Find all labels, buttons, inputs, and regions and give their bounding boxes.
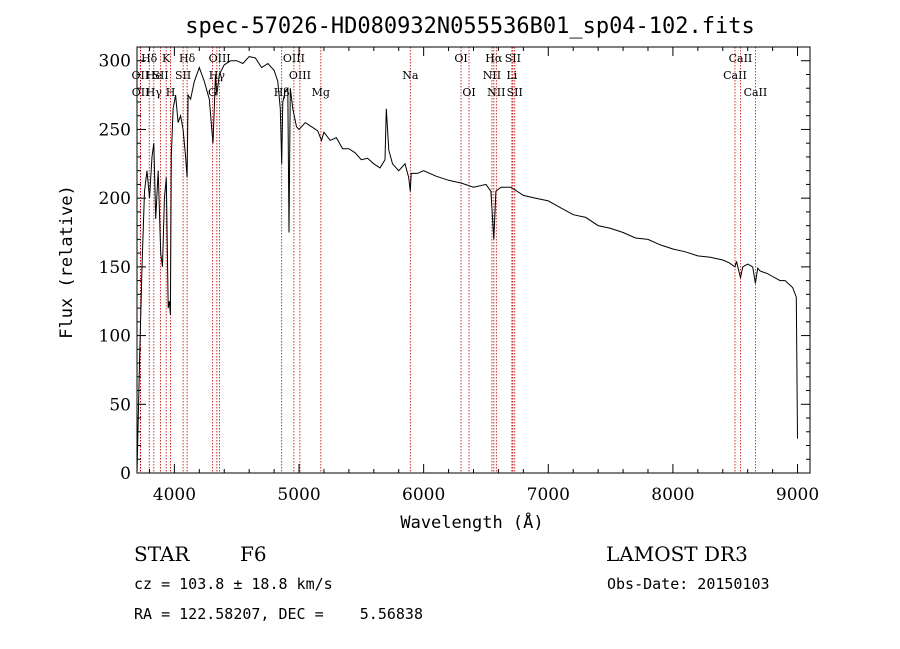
y-axis-ticks: 0 50 100 150 200 250 300: [99, 46, 810, 484]
marker-label: OIII: [289, 69, 311, 82]
marker-label: OII: [132, 86, 150, 99]
plot-frame: [136, 46, 811, 474]
y-tick-label: 0: [120, 464, 131, 484]
ra-dec-text: RA = 122.58207, DEC = 5.56838: [134, 605, 423, 623]
marker-label: SII: [507, 86, 523, 99]
marker-label: K: [162, 52, 171, 65]
obs-date-text: Obs-Date: 20150103: [607, 575, 770, 593]
y-tick-label: 200: [99, 189, 131, 209]
survey-name: LAMOST DR3: [606, 542, 748, 566]
object-subclass: F6: [240, 542, 267, 566]
spectrum-line: [136, 56, 798, 474]
y-tick-label: 300: [99, 52, 131, 72]
marker-label: CaII: [729, 52, 753, 65]
marker-label: H: [166, 86, 176, 99]
marker-label: SII: [152, 69, 168, 82]
marker-label: Hγ: [146, 86, 163, 99]
marker-label: Hδ: [141, 52, 158, 65]
marker-label: He: [146, 69, 162, 82]
marker-label: Mg: [312, 86, 330, 99]
y-tick-label: 150: [99, 258, 131, 278]
marker-label: CaII: [744, 86, 768, 99]
redshift-text: cz = 103.8 ± 18.8 km/s: [134, 575, 333, 593]
x-tick-label: 7000: [527, 485, 570, 505]
marker-label: OI: [462, 86, 475, 99]
object-class: STAR: [134, 542, 190, 566]
marker-label: OIII: [283, 52, 305, 65]
chart-title: spec-57026-HD080932N055536B01_sp04-102.f…: [185, 14, 755, 39]
marker-label: OII: [132, 69, 150, 82]
x-tick-label: 5000: [277, 485, 320, 505]
y-tick-label: 250: [99, 120, 131, 140]
y-tick-label: 50: [109, 395, 131, 415]
x-axis-ticks: 4000 5000 6000 7000 8000 9000: [148, 47, 819, 505]
marker-label: NII: [487, 86, 505, 99]
marker-label: CaII: [723, 69, 747, 82]
marker-label: Na: [402, 69, 419, 82]
marker-label: Hγ: [209, 69, 226, 82]
x-axis-label: Wavelength (Å): [400, 511, 543, 533]
marker-label: SII: [175, 69, 191, 82]
x-tick-label: 6000: [402, 485, 445, 505]
y-axis-label: Flux (relative): [57, 185, 77, 339]
x-tick-label: 9000: [776, 485, 819, 505]
marker-label: Hδ: [179, 52, 196, 65]
x-tick-label: 4000: [153, 485, 196, 505]
marker-label: NII: [483, 69, 501, 82]
marker-label: OIII: [209, 52, 231, 65]
marker-label: OI: [454, 52, 467, 65]
marker-label: Hβ: [274, 86, 290, 99]
marker-label: Li: [506, 69, 517, 82]
marker-label: Hα: [485, 52, 503, 65]
line-markers: [139, 47, 756, 473]
marker-label: SII: [505, 52, 521, 65]
y-tick-label: 100: [99, 327, 131, 347]
x-tick-label: 8000: [651, 485, 694, 505]
marker-label: G: [208, 86, 217, 99]
